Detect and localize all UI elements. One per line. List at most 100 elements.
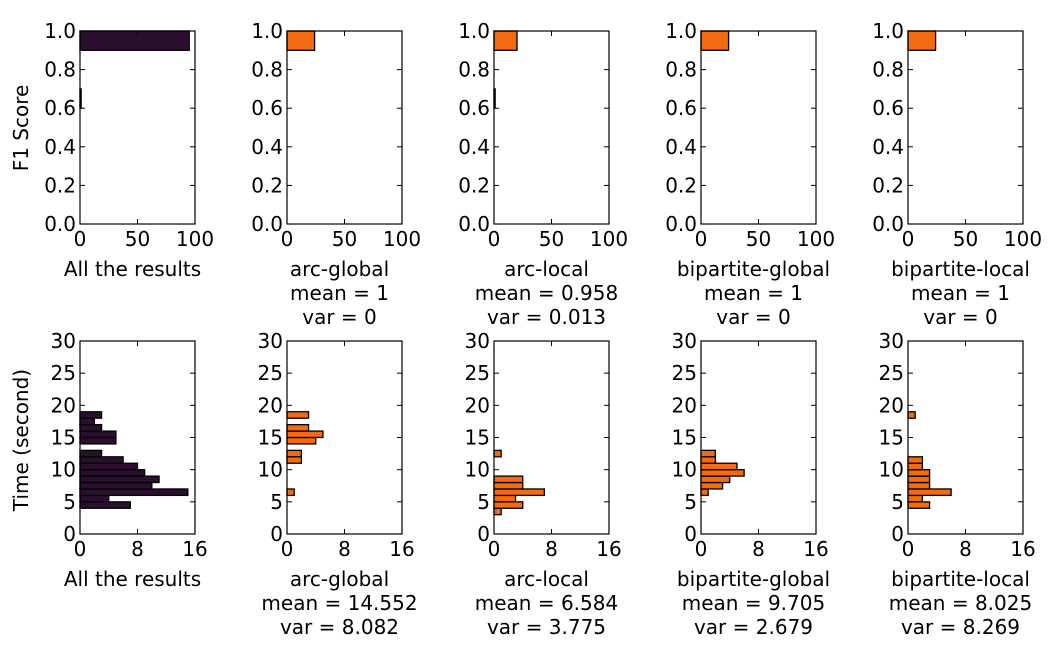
y-tick-label: 5: [477, 490, 490, 514]
y-tick-label: 30: [258, 329, 283, 353]
panel-caption: bipartite-local: [891, 257, 1030, 281]
y-tick-label: 15: [258, 426, 283, 450]
y-tick-label: 30: [879, 329, 904, 353]
histogram-bar: [286, 30, 316, 51]
panel-stat: var = 2.679: [694, 615, 813, 639]
x-tick-label: 8: [545, 537, 558, 561]
y-tick-label: 0.6: [665, 96, 697, 120]
y-tick-label: 0.2: [872, 173, 904, 197]
y-tick-label: 0.2: [251, 173, 283, 197]
x-tick-label: 50: [332, 227, 357, 251]
histogram-bar: [700, 462, 738, 471]
x-tick-label: 8: [131, 537, 144, 561]
y-tick-label: 30: [51, 329, 76, 353]
y-tick-label: 0.2: [665, 173, 697, 197]
y-tick-label: 0.4: [872, 135, 904, 159]
panel-stat: mean = 8.025: [889, 591, 1032, 615]
histogram-bar: [286, 411, 310, 419]
histogram-bar: [700, 469, 745, 477]
panel-1-0: 0 5 10 15 20 25 30 0 8 16 All the results: [51, 329, 208, 591]
y-tick-label: 0.0: [458, 212, 490, 236]
histogram-bar: [493, 449, 502, 458]
y-tick-label: 0.8: [44, 58, 76, 82]
y-tick-label: 0.4: [665, 135, 697, 159]
histogram-bar: [493, 488, 545, 497]
panel-caption: bipartite-global: [677, 257, 830, 281]
panel-stat: mean = 14.552: [261, 591, 417, 615]
histogram-bar: [286, 436, 317, 445]
y-tick-label: 1.0: [665, 19, 697, 43]
y-tick-label: 0.4: [251, 135, 283, 159]
histogram-bar: [286, 456, 303, 464]
y-tick-label: 25: [258, 361, 283, 385]
y-tick-label: 25: [465, 361, 490, 385]
x-tick-label: 16: [803, 537, 828, 561]
y-tick-label: 30: [672, 329, 697, 353]
histogram-bar: [79, 423, 103, 432]
histogram-bar: [907, 462, 924, 471]
histogram-bar: [493, 507, 502, 516]
y-tick-label: 1.0: [44, 19, 76, 43]
histogram-bar: [907, 481, 931, 490]
x-tick-label: 0: [281, 227, 294, 251]
histogram-bar: [79, 456, 124, 464]
y-tick-label: 1.0: [872, 19, 904, 43]
y-tick-label: 15: [672, 426, 697, 450]
panel-0-4: 0.0 0.2 0.4 0.6 0.8 1.0 0 50 100 bipartite-localm…: [872, 19, 1042, 329]
y-tick-label: 0.6: [251, 96, 283, 120]
axes-frame: [700, 30, 817, 225]
histogram-bar: [700, 475, 731, 484]
panel-caption: All the results: [64, 567, 201, 591]
histogram-bar: [79, 494, 110, 503]
histogram-bar: [907, 494, 924, 503]
histogram-bar: [79, 475, 160, 484]
y-tick-label: 15: [51, 426, 76, 450]
histogram-bar: [79, 469, 146, 477]
panel-stat: mean = 9.705: [682, 591, 825, 615]
x-tick-label: 50: [746, 227, 771, 251]
histogram-bar: [907, 501, 931, 509]
histogram-bar: [700, 30, 730, 51]
x-tick-label: 16: [389, 537, 414, 561]
x-tick-label: 0: [281, 537, 294, 561]
x-tick-label: 0: [74, 227, 87, 251]
x-tick-label: 100: [383, 227, 421, 251]
y-tick-label: 0.6: [872, 96, 904, 120]
histogram-bar: [286, 423, 310, 432]
y-tick-label: 20: [258, 393, 283, 417]
histogram-bar: [907, 30, 937, 51]
y-tick-label: 0.8: [665, 58, 697, 82]
y-tick-label: 20: [672, 393, 697, 417]
panel-caption: arc-global: [290, 257, 389, 281]
axes-frame: [79, 30, 196, 225]
x-tick-label: 0: [902, 537, 915, 561]
y-tick-label: 0.2: [44, 173, 76, 197]
histogram-bar: [79, 417, 96, 426]
panel-stat: var = 0: [923, 305, 998, 329]
panel-stat: var = 8.082: [280, 615, 399, 639]
y-tick-label: 25: [879, 361, 904, 385]
histogram-bar: [79, 501, 131, 509]
panel-caption: arc-local: [504, 567, 589, 591]
row-label-time: Time (second): [9, 369, 33, 512]
y-tick-label: 0.4: [44, 135, 76, 159]
y-tick-label: 1.0: [458, 19, 490, 43]
y-tick-label: 5: [270, 490, 283, 514]
histogram-bar: [79, 462, 139, 471]
panel-caption: bipartite-local: [891, 567, 1030, 591]
histogram-bar: [493, 475, 524, 484]
y-tick-label: 0.0: [44, 212, 76, 236]
panel-caption: arc-global: [290, 567, 389, 591]
y-tick-label: 5: [684, 490, 697, 514]
y-tick-label: 0: [477, 522, 490, 546]
panel-stat: mean = 0.958: [475, 281, 618, 305]
histogram-bar: [493, 481, 524, 490]
y-tick-label: 0.4: [458, 135, 490, 159]
y-tick-label: 0: [270, 522, 283, 546]
y-tick-label: 0: [891, 522, 904, 546]
y-tick-label: 0.0: [665, 212, 697, 236]
histogram-bar: [907, 469, 931, 477]
